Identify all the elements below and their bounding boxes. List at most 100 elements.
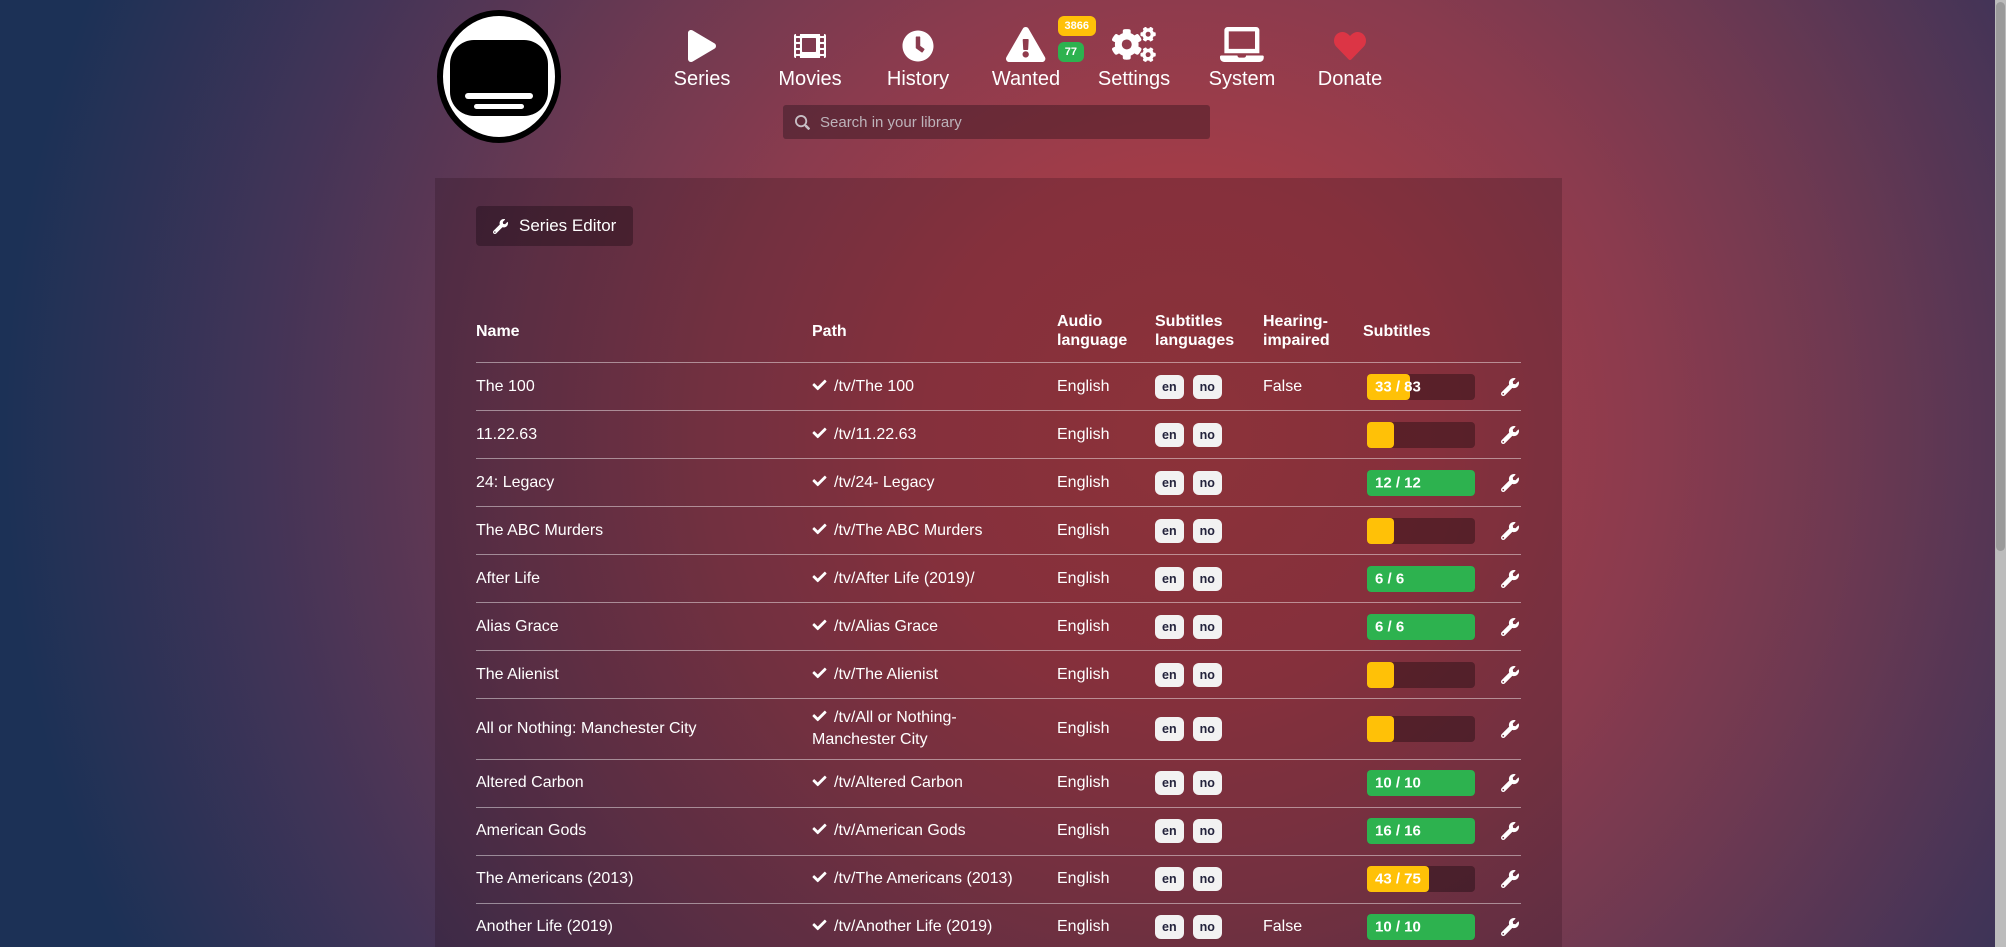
series-name-link[interactable]: The Americans (2013) bbox=[476, 870, 634, 888]
progress-label: 6 / 6 bbox=[1375, 618, 1405, 636]
language-badge[interactable]: no bbox=[1192, 867, 1222, 892]
check-icon bbox=[812, 427, 827, 439]
wrench-icon bbox=[1501, 569, 1519, 588]
scrollbar-thumb[interactable] bbox=[1996, 2, 2005, 552]
nav-item-series[interactable]: Series bbox=[662, 22, 742, 90]
series-path-text: /tv/The Alienist bbox=[834, 666, 939, 684]
language-badge[interactable]: en bbox=[1155, 819, 1184, 844]
edit-series-button[interactable] bbox=[1501, 870, 1519, 889]
language-badge[interactable]: no bbox=[1192, 518, 1222, 543]
nav-item-wanted[interactable]: 3866 77 Wanted bbox=[986, 16, 1096, 90]
series-name-link[interactable]: Alias Grace bbox=[476, 617, 559, 635]
language-badge[interactable]: en bbox=[1155, 470, 1184, 495]
subtitles-languages-badges: en no bbox=[1155, 614, 1263, 639]
language-badge[interactable]: no bbox=[1192, 566, 1222, 591]
column-header-hearing-impaired: Hearing-impaired bbox=[1263, 313, 1330, 350]
series-name-link[interactable]: The 100 bbox=[476, 377, 535, 395]
language-badge[interactable]: en bbox=[1155, 867, 1184, 892]
edit-series-button[interactable] bbox=[1501, 425, 1519, 444]
wrench-icon bbox=[1501, 822, 1519, 841]
nav-item-movies[interactable]: Movies bbox=[770, 22, 850, 90]
table-row: Alias Grace /tv/Alias Grace English en no… bbox=[476, 602, 1521, 650]
language-badge[interactable]: no bbox=[1192, 614, 1222, 639]
bazarr-logo[interactable] bbox=[437, 10, 561, 143]
wanted-series-badge[interactable]: 3866 bbox=[1057, 16, 1096, 37]
nav-item-system[interactable]: System bbox=[1202, 22, 1282, 90]
edit-series-button[interactable] bbox=[1501, 569, 1519, 588]
series-path: /tv/24- Legacy bbox=[812, 464, 1057, 502]
wanted-movies-badge[interactable]: 77 bbox=[1057, 42, 1084, 63]
language-badge[interactable]: en bbox=[1155, 614, 1184, 639]
scrollbar-track[interactable] bbox=[1995, 0, 2006, 947]
language-badge[interactable]: en bbox=[1155, 716, 1184, 741]
language-badge[interactable]: en bbox=[1155, 915, 1184, 940]
language-badge[interactable]: en bbox=[1155, 771, 1184, 796]
series-name-link[interactable]: 11.22.63 bbox=[476, 425, 538, 443]
heart-icon bbox=[1334, 22, 1366, 62]
edit-series-button[interactable] bbox=[1501, 719, 1519, 738]
edit-series-button[interactable] bbox=[1501, 473, 1519, 492]
language-badge[interactable]: en bbox=[1155, 662, 1184, 687]
series-name-link[interactable]: Altered Carbon bbox=[476, 774, 584, 792]
edit-series-button[interactable] bbox=[1501, 774, 1519, 793]
check-icon bbox=[812, 667, 827, 679]
edit-series-button[interactable] bbox=[1501, 918, 1519, 937]
subtitles-progress-cell: 10 / 10 bbox=[1363, 770, 1495, 797]
language-badge[interactable]: no bbox=[1192, 771, 1222, 796]
language-badge[interactable]: no bbox=[1192, 422, 1222, 447]
series-name-link[interactable]: The ABC Murders bbox=[476, 521, 604, 539]
language-badge[interactable]: no bbox=[1192, 374, 1222, 399]
subtitle-line bbox=[465, 93, 533, 99]
nav-label: System bbox=[1208, 68, 1276, 90]
edit-series-button[interactable] bbox=[1501, 377, 1519, 396]
subtitles-progress-cell bbox=[1363, 421, 1495, 448]
language-badge[interactable]: en bbox=[1155, 566, 1184, 591]
nav-item-donate[interactable]: Donate bbox=[1310, 22, 1390, 90]
language-badge[interactable]: en bbox=[1155, 422, 1184, 447]
series-name-link[interactable]: 24: Legacy bbox=[476, 473, 555, 491]
nav-label: Donate bbox=[1317, 68, 1383, 90]
language-badge[interactable]: no bbox=[1192, 716, 1222, 741]
progress-label: 10 / 10 bbox=[1375, 918, 1421, 936]
series-name-link[interactable]: All or Nothing: Manchester City bbox=[476, 719, 697, 737]
wrench-icon bbox=[1501, 473, 1519, 492]
language-badge[interactable]: en bbox=[1155, 374, 1184, 399]
wrench-icon bbox=[1501, 377, 1519, 396]
subtitles-progress-cell: 43 / 75 bbox=[1363, 866, 1495, 893]
audio-language-value: English bbox=[1057, 473, 1110, 491]
check-icon bbox=[812, 619, 827, 631]
search-input[interactable] bbox=[820, 113, 1198, 131]
series-panel: Series Editor Name Path Audio language S… bbox=[435, 178, 1562, 947]
language-badge[interactable]: no bbox=[1192, 915, 1222, 940]
subtitles-progress-cell: 33 / 83 bbox=[1363, 373, 1495, 400]
series-name-link[interactable]: American Gods bbox=[476, 822, 587, 840]
nav-item-history[interactable]: History bbox=[878, 22, 958, 90]
wrench-icon bbox=[1501, 665, 1519, 684]
series-name-link[interactable]: After Life bbox=[476, 569, 541, 587]
nav-item-settings[interactable]: Settings bbox=[1094, 22, 1174, 90]
progress-fill bbox=[1367, 866, 1429, 893]
series-name-link[interactable]: Another Life (2019) bbox=[476, 918, 613, 936]
subtitles-languages-badges: en no bbox=[1155, 566, 1263, 591]
wrench-icon bbox=[1501, 617, 1519, 636]
table-row: American Gods /tv/American Gods English … bbox=[476, 806, 1521, 855]
check-icon bbox=[812, 920, 827, 931]
wrench-icon bbox=[1501, 870, 1519, 889]
progress-label: 33 / 83 bbox=[1375, 378, 1421, 396]
series-editor-button[interactable]: Series Editor bbox=[476, 206, 634, 246]
edit-series-button[interactable] bbox=[1501, 665, 1519, 684]
progress-label: 10 / 10 bbox=[1375, 774, 1421, 792]
gears-icon bbox=[1112, 22, 1156, 62]
edit-series-button[interactable] bbox=[1501, 521, 1519, 540]
language-badge[interactable]: no bbox=[1192, 819, 1222, 844]
subtitles-progress-bar bbox=[1367, 715, 1475, 742]
series-name-link[interactable]: The Alienist bbox=[476, 665, 559, 683]
wrench-icon bbox=[1501, 425, 1519, 444]
language-badge[interactable]: no bbox=[1192, 662, 1222, 687]
edit-series-button[interactable] bbox=[1501, 822, 1519, 841]
subtitles-progress-bar bbox=[1367, 421, 1475, 448]
language-badge[interactable]: no bbox=[1192, 470, 1222, 495]
warning-triangle-icon bbox=[1006, 22, 1046, 62]
language-badge[interactable]: en bbox=[1155, 518, 1184, 543]
edit-series-button[interactable] bbox=[1501, 617, 1519, 636]
